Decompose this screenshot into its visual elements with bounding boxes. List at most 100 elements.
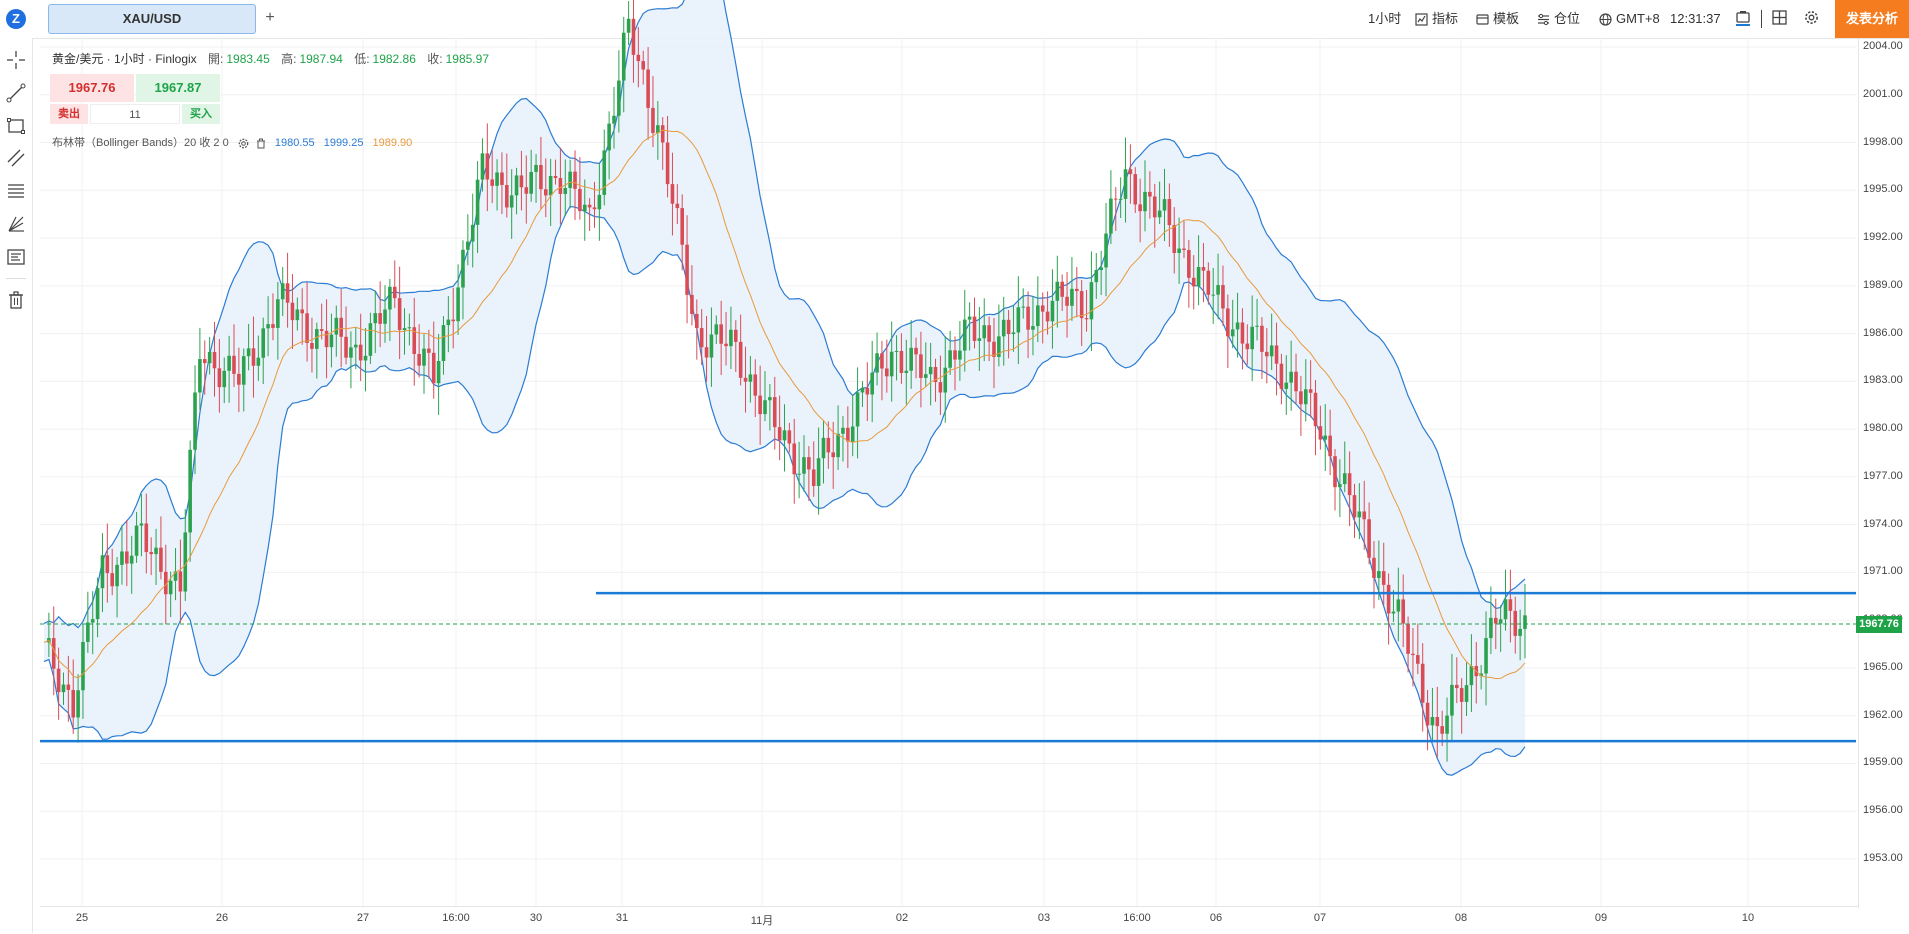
candle-body (539, 164, 543, 190)
candle-body (855, 392, 860, 427)
candle-body (1450, 684, 1454, 716)
time-axis[interactable] (40, 906, 1858, 934)
time-tick-label: 31 (615, 912, 629, 924)
candle-body (378, 313, 382, 324)
candle-body (1352, 495, 1357, 518)
price-axis[interactable] (1858, 38, 1909, 908)
candle-body (870, 372, 874, 395)
positions-button[interactable]: 仓位 (1537, 10, 1580, 28)
sell-price[interactable]: 1967.76 (50, 74, 134, 102)
candle-body (1430, 716, 1435, 726)
candle-body (1484, 638, 1488, 674)
candle-body (787, 430, 792, 444)
rectangle-tool[interactable] (4, 114, 28, 138)
gann-tool[interactable] (4, 212, 28, 236)
candle-body (300, 309, 305, 314)
quantity-input[interactable]: 11 (90, 104, 180, 124)
delete-drawings-tool[interactable] (4, 288, 28, 312)
candle-body (480, 153, 485, 180)
buy-price[interactable]: 1967.87 (136, 74, 220, 102)
crosshair-tool[interactable] (4, 48, 28, 72)
candle-body (967, 316, 972, 320)
candle-body (860, 387, 865, 393)
buy-button[interactable]: 买入 (182, 104, 220, 124)
ohlc-legend: 黄金/美元 · 1小时 · Finlogix 開: 1983.45 高: 1987.… (52, 50, 489, 67)
candle-body (159, 547, 163, 572)
indicator-icon (1415, 13, 1428, 26)
candle-body (802, 457, 806, 474)
fibonacci-tool[interactable] (4, 179, 28, 203)
layout-button[interactable] (1772, 10, 1787, 28)
indicator-settings-gear-icon[interactable] (238, 138, 249, 149)
candle-body (509, 195, 514, 208)
indicator-name[interactable]: 布林带（Bollinger Bands）20 收 2 0 (52, 137, 229, 149)
candle-body (1313, 392, 1318, 427)
indicators-button[interactable]: 指标 (1415, 10, 1458, 28)
channel-tool[interactable] (4, 146, 28, 170)
candle-body (339, 317, 343, 337)
candle-body (1152, 196, 1157, 218)
candle-body (388, 286, 392, 310)
timeframe-selector[interactable]: 1小时 (1368, 10, 1401, 28)
candle-body (543, 189, 548, 196)
text-note-tool[interactable] (4, 245, 28, 269)
toolbar-separator (6, 278, 26, 279)
candle-body (578, 188, 582, 212)
candle-body (315, 329, 319, 349)
candle-body (1001, 319, 1006, 337)
candle-body (407, 327, 412, 329)
trendline-tool[interactable] (4, 81, 28, 105)
candle-body (885, 368, 889, 377)
candle-body (227, 355, 231, 371)
candle-body (821, 437, 826, 459)
templates-button[interactable]: 模板 (1476, 10, 1519, 28)
candle-body (899, 350, 904, 373)
candle-body (1211, 294, 1216, 296)
publish-analysis-button[interactable]: 发表分析 (1835, 0, 1909, 38)
globe-icon (1599, 13, 1612, 26)
candle-body (1357, 511, 1362, 518)
timezone-selector[interactable]: GMT+8 (1599, 10, 1660, 28)
price-tick-label: 1998.00 (1863, 135, 1903, 148)
candle-body (1255, 325, 1259, 327)
candle-body (738, 341, 743, 378)
price-tick-label: 2001.00 (1863, 87, 1903, 100)
candle-body (475, 179, 480, 225)
time-tick-label: 16:00 (442, 912, 470, 924)
bb-upper-value: 1999.25 (323, 137, 364, 149)
candle-body (534, 164, 538, 172)
candle-body (1454, 684, 1459, 689)
close-value: 1985.97 (445, 52, 489, 66)
candle-body (1440, 726, 1444, 734)
candle-body (310, 342, 314, 349)
screenshot-button[interactable] (1735, 9, 1751, 27)
candle-body (271, 324, 275, 328)
time-tick-label: 02 (895, 912, 909, 924)
indicators-label: 指标 (1432, 11, 1459, 26)
candle-body (690, 294, 694, 314)
indicator-delete-trash-icon[interactable] (256, 138, 266, 149)
price-tick-label: 1956.00 (1863, 804, 1903, 817)
candle-body (982, 325, 987, 339)
candle-body (207, 351, 212, 364)
candle-body (1328, 435, 1332, 457)
candle-body (753, 374, 758, 396)
add-tab-button[interactable]: + (265, 9, 275, 26)
candle-body (617, 80, 621, 116)
positions-icon (1538, 13, 1549, 26)
candle-body (987, 325, 991, 342)
candle-body (865, 387, 870, 395)
candle-body (836, 433, 840, 458)
candle-body (607, 123, 611, 151)
candle-body (758, 395, 762, 415)
settings-button[interactable] (1804, 10, 1819, 28)
candle-body (1391, 611, 1396, 614)
candle-body (1021, 306, 1026, 308)
sell-button[interactable]: 卖出 (50, 104, 88, 124)
candle-body (1016, 307, 1021, 333)
trade-panel: 1967.76 1967.87 卖出 11 买入 (50, 74, 220, 126)
candle-body (1338, 484, 1342, 488)
symbol-tab[interactable]: XAU/USD (48, 4, 256, 34)
price-tick-label: 1974.00 (1863, 517, 1903, 530)
